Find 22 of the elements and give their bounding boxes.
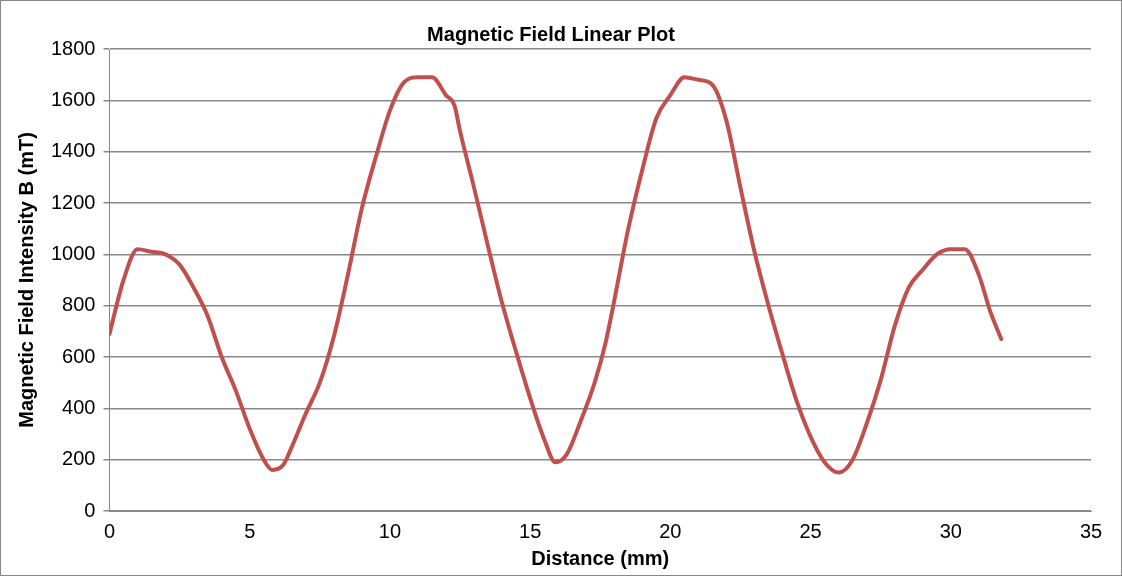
x-tick-label: 10 [378, 519, 402, 542]
x-tick-label: 0 [103, 519, 116, 542]
x-tick-label: 20 [659, 519, 682, 542]
line-series [109, 75, 1004, 475]
x-tick-label: 15 [519, 519, 542, 542]
y-tick-label: 400 [62, 395, 96, 418]
x-axis-title: Distance (mm) [531, 546, 670, 569]
y-tick-label: 1400 [50, 139, 96, 162]
y-axis-title: Magnetic Field Intensity B (mT) [14, 132, 37, 428]
y-tick-label: 1800 [50, 36, 96, 59]
y-tick-label: 600 [62, 344, 96, 367]
chart-title: Magnetic Field Linear Plot [427, 22, 676, 45]
x-tick-label: 25 [799, 519, 822, 542]
x-tick-label: 35 [1079, 519, 1103, 542]
y-tick-label: 0 [84, 498, 96, 521]
y-tick-label: 200 [62, 447, 96, 470]
y-tick-label: 1600 [50, 87, 96, 110]
y-tick-label: 800 [62, 293, 96, 316]
x-tick-label: 30 [939, 519, 962, 542]
x-tick-label: 5 [244, 519, 256, 542]
y-tick-label: 1200 [50, 190, 96, 213]
y-tick-label: 1000 [50, 241, 96, 264]
